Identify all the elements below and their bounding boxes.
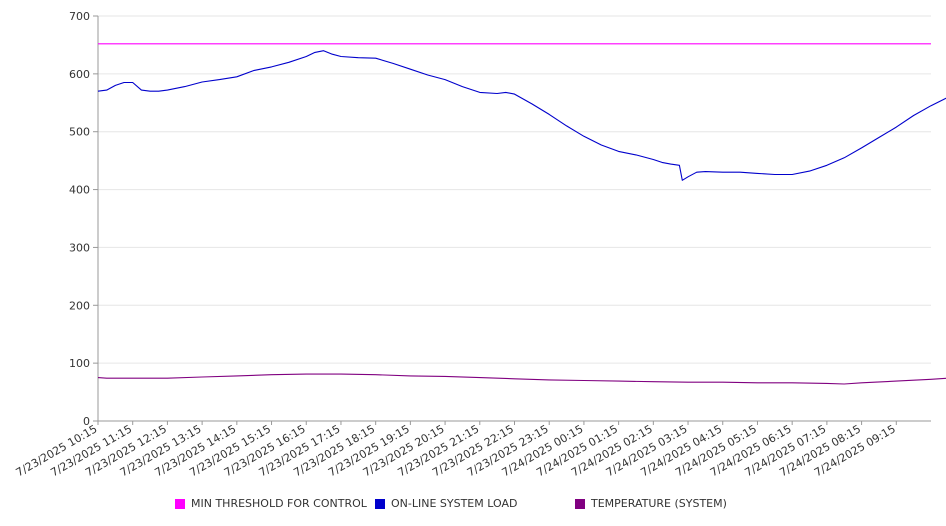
legend-item-temperature[interactable]: TEMPERATURE (SYSTEM)	[575, 497, 727, 510]
x-axis-ticks: 7/23/2025 10:157/23/2025 11:157/23/2025 …	[14, 421, 898, 479]
y-tick-label-1: 100	[69, 357, 90, 370]
y-tick-label-4: 400	[69, 184, 90, 197]
y-tick-label-2: 200	[69, 299, 90, 312]
legend-swatch-threshold	[175, 498, 185, 509]
line-chart: 0 100 200 300 400 500 600 700 7/23/2025 10:157/…	[14, 10, 946, 479]
grid-lines	[98, 15, 931, 422]
y-tick-label-0: 0	[83, 415, 90, 428]
axes	[97, 16, 931, 422]
legend-swatch-temperature	[575, 498, 585, 509]
legend: MIN THRESHOLD FOR CONTROL ON-LINE SYSTEM…	[0, 497, 946, 515]
y-tick-label-3: 300	[69, 241, 90, 254]
legend-item-system-load[interactable]: ON-LINE SYSTEM LOAD	[375, 497, 517, 510]
series-line-2	[97, 373, 946, 385]
legend-swatch-system-load	[375, 498, 385, 509]
legend-label-temperature: TEMPERATURE (SYSTEM)	[591, 497, 727, 510]
y-tick-label-6: 600	[69, 68, 90, 81]
legend-label-threshold: MIN THRESHOLD FOR CONTROL	[191, 497, 367, 510]
legend-label-system-load: ON-LINE SYSTEM LOAD	[391, 497, 518, 510]
y-tick-label-5: 500	[69, 126, 90, 139]
legend-item-threshold[interactable]: MIN THRESHOLD FOR CONTROL	[175, 497, 367, 510]
y-tick-label-7: 700	[69, 10, 90, 23]
series-line-1	[97, 50, 946, 181]
series-lines	[97, 43, 946, 385]
y-axis-ticks: 0 100 200 300 400 500 600 700	[69, 10, 98, 428]
